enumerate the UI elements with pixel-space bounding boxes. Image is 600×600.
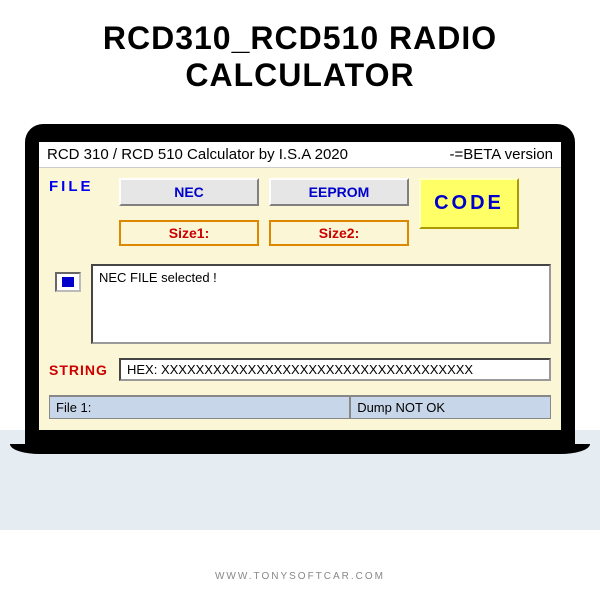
code-button[interactable]: CODE [419, 178, 519, 229]
buttons-row: NEC EEPROM [119, 178, 409, 206]
nec-button[interactable]: NEC [119, 178, 259, 206]
footer-url: WWW.TONYSOFTCAR.COM [0, 571, 600, 582]
laptop-base [10, 444, 590, 454]
status-dump: Dump NOT OK [350, 396, 551, 419]
app-window: RCD 310 / RCD 510 Calculator by I.S.A 20… [39, 142, 561, 430]
status-file: File 1: [49, 396, 350, 419]
button-columns: NEC EEPROM Size1: Size2: [119, 178, 409, 254]
eeprom-button[interactable]: EEPROM [269, 178, 409, 206]
file-label: FILE [49, 178, 109, 195]
top-controls: FILE NEC EEPROM Size1: Size2: CODE [49, 178, 551, 254]
file-indicator-icon[interactable] [55, 272, 81, 292]
size1-box: Size1: [119, 220, 259, 246]
mid-row: NEC FILE selected ! [49, 264, 551, 344]
status-bar: File 1: Dump NOT OK [49, 395, 551, 419]
file-indicator-inner [62, 277, 74, 287]
page-title: RCD310_RCD510 RADIO CALCULATOR [0, 0, 600, 104]
hex-output: HEX: XXXXXXXXXXXXXXXXXXXXXXXXXXXXXXXXXXX… [119, 358, 551, 381]
app-body: FILE NEC EEPROM Size1: Size2: CODE [39, 168, 561, 419]
string-label: STRING [49, 362, 109, 378]
log-textarea[interactable]: NEC FILE selected ! [91, 264, 551, 344]
string-row: STRING HEX: XXXXXXXXXXXXXXXXXXXXXXXXXXXX… [49, 358, 551, 381]
size-row: Size1: Size2: [119, 220, 409, 246]
size2-box: Size2: [269, 220, 409, 246]
laptop-frame: RCD 310 / RCD 510 Calculator by I.S.A 20… [25, 124, 575, 454]
app-title-left: RCD 310 / RCD 510 Calculator by I.S.A 20… [47, 146, 348, 163]
app-title-right: -=BETA version [449, 146, 553, 163]
laptop-screen: RCD 310 / RCD 510 Calculator by I.S.A 20… [25, 124, 575, 444]
title-bar: RCD 310 / RCD 510 Calculator by I.S.A 20… [39, 142, 561, 168]
